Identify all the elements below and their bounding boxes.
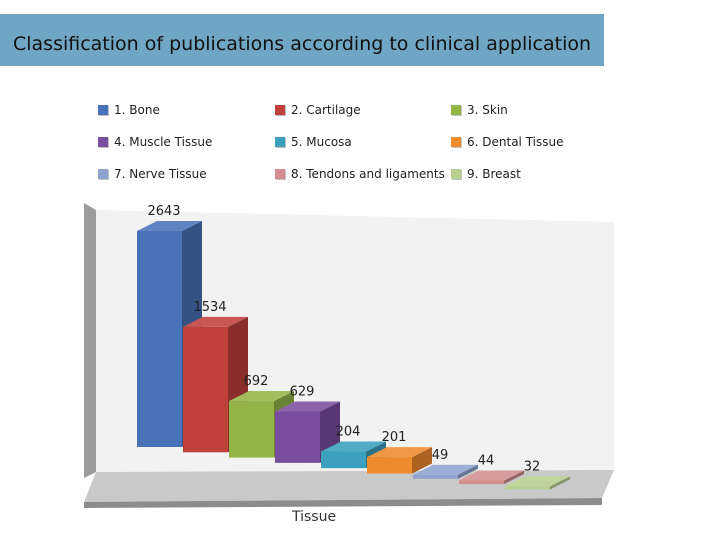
data-label: 1534 — [193, 300, 226, 315]
data-label: 692 — [244, 374, 269, 389]
legend-swatch — [98, 169, 108, 179]
bar-side — [458, 464, 478, 479]
legend-item: 7. Nerve Tissue — [98, 167, 207, 181]
legend-label: 7. Nerve Tissue — [114, 167, 207, 181]
data-label: 201 — [382, 430, 407, 445]
bar — [505, 486, 550, 490]
data-label: 629 — [290, 384, 315, 399]
legend-swatch — [275, 137, 285, 147]
bar-side — [412, 447, 432, 474]
x-axis-label: Tissue — [292, 509, 337, 525]
bar — [321, 451, 366, 469]
bar — [367, 457, 412, 474]
bar-top — [413, 464, 478, 475]
bar-side — [504, 470, 524, 485]
bar-top — [505, 476, 570, 487]
bar-top — [275, 401, 340, 412]
data-label: 32 — [524, 459, 541, 474]
bar-top — [137, 221, 202, 231]
data-label: 44 — [478, 454, 495, 469]
bar-top — [459, 470, 524, 481]
legend-swatch — [98, 137, 108, 147]
legend-item: 5. Mucosa — [275, 135, 352, 149]
bar-top — [229, 391, 294, 402]
legend-label: 2. Cartilage — [291, 103, 361, 117]
data-label: 204 — [336, 425, 361, 440]
data-label: 2643 — [147, 204, 180, 219]
legend-item: 9. Breast — [451, 167, 521, 181]
bar-top — [367, 447, 432, 458]
bar — [137, 231, 182, 447]
bar-top — [321, 441, 386, 452]
bar-side — [550, 476, 570, 490]
legend-label: 5. Mucosa — [291, 135, 352, 149]
bar — [413, 474, 458, 479]
data-label: 49 — [432, 448, 449, 463]
bar — [275, 411, 320, 463]
legend-label: 8. Tendons and ligaments — [291, 167, 445, 181]
legend-item: 6. Dental Tissue — [451, 135, 564, 149]
legend-swatch — [275, 169, 285, 179]
legend-label: 3. Skin — [467, 103, 508, 117]
side-wall — [84, 203, 96, 478]
legend-item: 1. Bone — [98, 103, 160, 117]
title-banner — [0, 14, 604, 66]
legend-swatch — [275, 105, 285, 115]
bar — [459, 480, 504, 485]
legend-item: 4. Muscle Tissue — [98, 135, 212, 149]
bar — [229, 401, 274, 458]
chart-legend: 1. Bone 2. Cartilage 3. Skin 4. Muscle Tiss… — [0, 0, 720, 200]
chart-title: Classification of publications according… — [12, 33, 592, 55]
floor-edge — [84, 498, 602, 508]
legend-label: 4. Muscle Tissue — [114, 135, 213, 149]
bar — [183, 326, 228, 453]
legend-swatch — [451, 105, 461, 115]
legend-label: 1. Bone — [114, 103, 160, 117]
legend-swatch — [98, 105, 108, 115]
legend-item: 3. Skin — [451, 103, 508, 117]
legend-swatch — [451, 137, 461, 147]
legend-label: 6. Dental Tissue — [467, 135, 564, 149]
legend-item: 2. Cartilage — [275, 103, 361, 117]
legend-swatch — [451, 169, 461, 179]
bar-top — [183, 316, 248, 327]
legend-label: 9. Breast — [467, 167, 521, 181]
legend-item: 8. Tendons and ligaments — [275, 167, 445, 181]
